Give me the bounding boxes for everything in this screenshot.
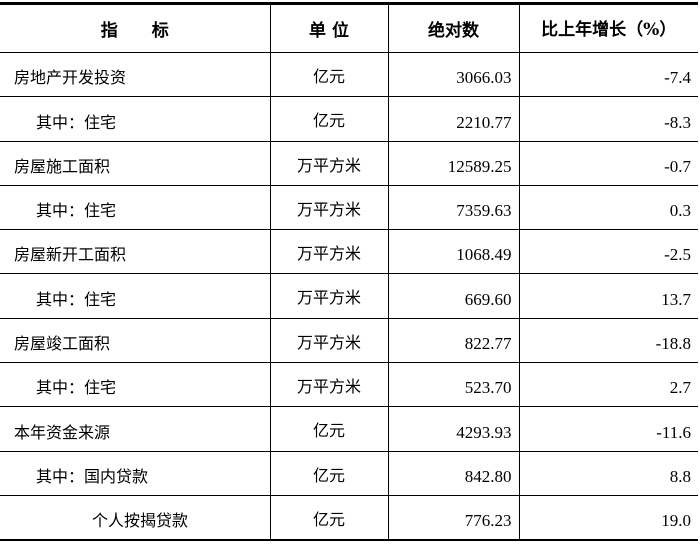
indicator-cell: 本年资金来源: [0, 406, 271, 452]
table-row: 其中：国内贷款 亿元 842.80 8.8: [0, 451, 698, 496]
unit-cell: 万平方米: [269, 362, 389, 408]
unit-cell: 万平方米: [269, 273, 389, 319]
unit-cell: 万平方米: [269, 318, 389, 364]
growth-cell: -0.7: [518, 141, 698, 186]
value-cell: 523.70: [387, 362, 520, 408]
table-row: 房屋竣工面积 万平方米 822.77 -18.8: [0, 318, 698, 364]
indicator-cell: 个人按揭贷款: [0, 495, 271, 541]
table-row: 其中：住宅 亿元 2210.77 -8.3: [0, 96, 698, 142]
growth-cell: -8.3: [518, 96, 698, 142]
growth-cell: 13.7: [518, 273, 698, 319]
unit-cell: 万平方米: [269, 141, 389, 186]
table-row: 个人按揭贷款 亿元 776.23 19.0: [0, 495, 698, 541]
growth-cell: -7.4: [518, 52, 698, 98]
header-row: 指 标 单 位 绝对数 比上年增长（%）: [0, 2, 698, 53]
value-cell: 4293.93: [387, 406, 520, 452]
growth-cell: 8.8: [518, 451, 698, 496]
real-estate-statistics-table: 指 标 单 位 绝对数 比上年增长（%） 房地产开发投资 亿元 3066.03 -7.…: [0, 2, 698, 541]
value-cell: 2210.77: [387, 96, 520, 142]
unit-cell: 亿元: [269, 406, 389, 452]
growth-cell: -2.5: [518, 229, 698, 275]
growth-cell: 19.0: [518, 495, 698, 541]
unit-cell: 万平方米: [269, 229, 389, 275]
value-cell: 776.23: [387, 495, 520, 541]
table-row: 其中：住宅 万平方米 7359.63 0.3: [0, 185, 698, 231]
indicator-cell: 其中：住宅: [0, 273, 271, 319]
table-row: 房地产开发投资 亿元 3066.03 -7.4: [0, 52, 698, 98]
value-cell: 1068.49: [387, 229, 520, 275]
unit-cell: 亿元: [269, 52, 389, 98]
value-cell: 7359.63: [387, 185, 520, 231]
value-cell: 12589.25: [387, 141, 520, 186]
table-row: 房屋施工面积 万平方米 12589.25 -0.7: [0, 141, 698, 186]
value-cell: 3066.03: [387, 52, 520, 98]
header-absolute: 绝对数: [387, 2, 520, 53]
growth-cell: -18.8: [518, 318, 698, 364]
header-growth: 比上年增长（%）: [518, 2, 698, 53]
indicator-cell: 房屋竣工面积: [0, 318, 271, 364]
indicator-cell: 房屋新开工面积: [0, 229, 271, 275]
indicator-cell: 其中：住宅: [0, 362, 271, 408]
growth-cell: -11.6: [518, 406, 698, 452]
table-row: 房屋新开工面积 万平方米 1068.49 -2.5: [0, 229, 698, 275]
header-indicator: 指 标: [0, 2, 271, 53]
growth-cell: 2.7: [518, 362, 698, 408]
unit-cell: 亿元: [269, 451, 389, 496]
growth-cell: 0.3: [518, 185, 698, 231]
value-cell: 669.60: [387, 273, 520, 319]
indicator-cell: 其中：住宅: [0, 185, 271, 231]
unit-cell: 万平方米: [269, 185, 389, 231]
table-row: 其中：住宅 万平方米 669.60 13.7: [0, 273, 698, 319]
indicator-cell: 其中：住宅: [0, 96, 271, 142]
indicator-cell: 房屋施工面积: [0, 141, 271, 186]
unit-cell: 亿元: [269, 495, 389, 541]
value-cell: 822.77: [387, 318, 520, 364]
table-row: 其中：住宅 万平方米 523.70 2.7: [0, 362, 698, 408]
indicator-cell: 其中：国内贷款: [0, 451, 271, 496]
value-cell: 842.80: [387, 451, 520, 496]
table-row: 本年资金来源 亿元 4293.93 -11.6: [0, 406, 698, 452]
header-unit: 单 位: [269, 2, 389, 53]
unit-cell: 亿元: [269, 96, 389, 142]
indicator-cell: 房地产开发投资: [0, 52, 271, 98]
